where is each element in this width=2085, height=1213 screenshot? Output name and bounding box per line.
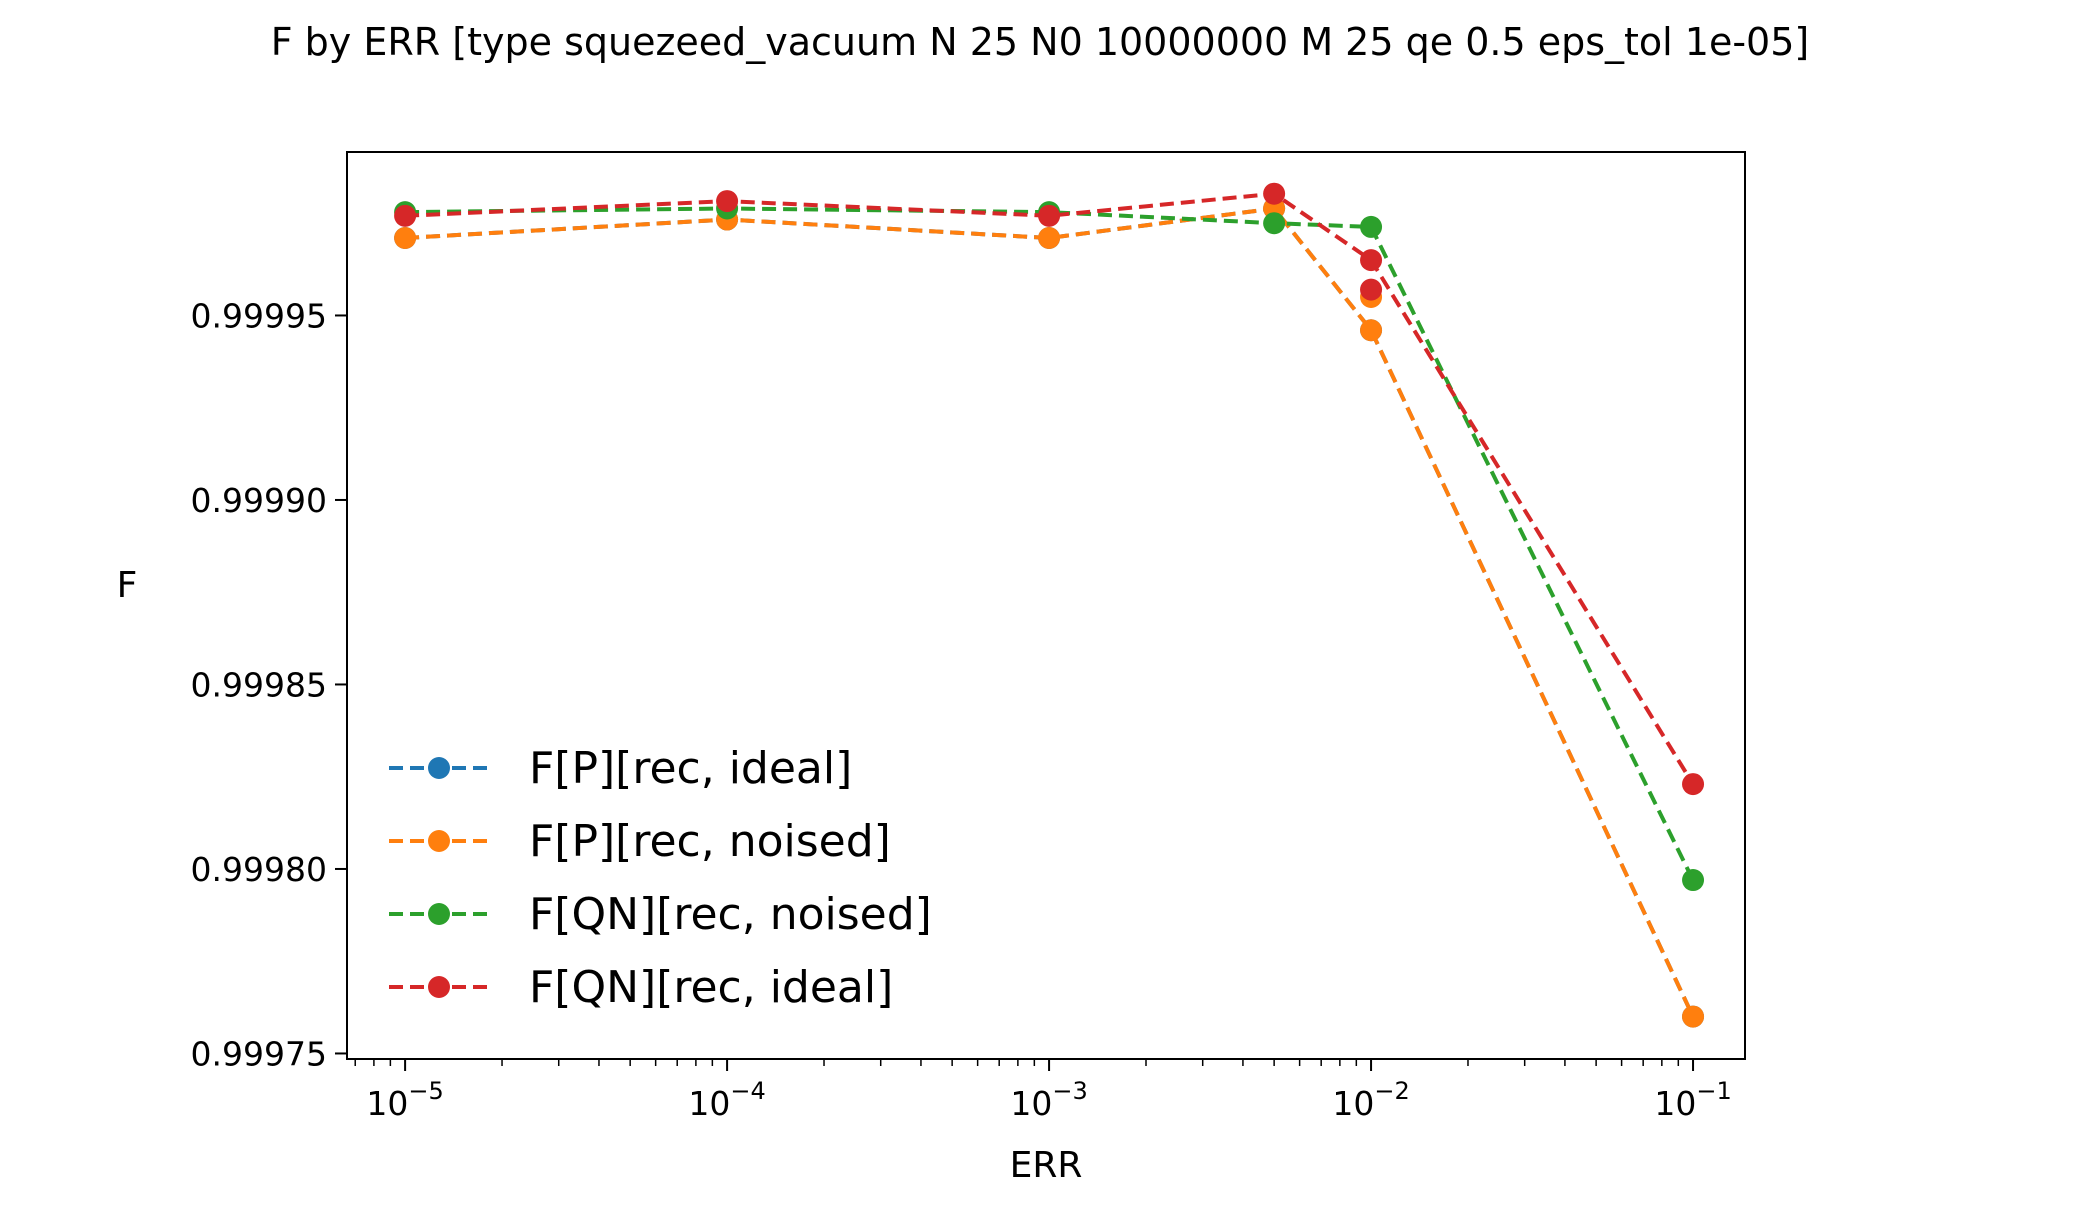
legend-marker (428, 757, 450, 779)
y-tick-label: 0.99995 (191, 296, 327, 335)
x-tick-label: 10−1 (1654, 1077, 1731, 1123)
plot-frame (346, 151, 1746, 1060)
y-axis-label: F (117, 565, 138, 606)
legend-marker (428, 976, 450, 998)
series-line (404, 206, 1695, 1018)
plot-area (347, 152, 1745, 1059)
data-point (1682, 1005, 1705, 1028)
legend: F[P][rec, ideal] F[P][rec, noised] F[QN][r… (389, 743, 932, 1013)
x-tick-label: 10−5 (366, 1077, 443, 1123)
data-point (394, 226, 417, 249)
legend-marker (428, 830, 450, 852)
data-point (716, 190, 739, 213)
data-point (1360, 278, 1383, 301)
x-tick-label: 10−2 (1332, 1077, 1409, 1123)
series-layer (394, 182, 1705, 1028)
data-point (1038, 226, 1061, 249)
x-axis: 10−5 10−4 10−3 10−2 10−1 (366, 1059, 1732, 1123)
x-minor-ticks (354, 1059, 1680, 1066)
data-point (1360, 249, 1383, 272)
data-point (1360, 319, 1383, 342)
legend-label: F[P][rec, ideal] (529, 743, 852, 794)
data-point (1682, 773, 1705, 796)
chart-title: F by ERR [type squezeed_vacuum N 25 N0 1… (271, 20, 1809, 64)
data-point (1263, 182, 1286, 205)
data-point (1360, 215, 1383, 238)
x-tick-label: 10−3 (1010, 1077, 1087, 1123)
series-line (405, 191, 1695, 786)
y-tick-label: 0.99985 (191, 665, 327, 704)
data-point (1682, 869, 1705, 892)
y-tick-label: 0.99990 (191, 481, 327, 520)
x-tick-label: 10−4 (688, 1077, 765, 1123)
data-point (1263, 212, 1286, 235)
data-point (394, 204, 417, 227)
y-tick-label: 0.99980 (191, 850, 327, 889)
legend-label: F[QN][rec, noised] (529, 889, 932, 940)
series-line (405, 206, 1695, 881)
legend-marker (428, 903, 450, 925)
legend-label: F[QN][rec, ideal] (529, 962, 893, 1013)
legend-label: F[P][rec, noised] (529, 816, 891, 867)
x-axis-label: ERR (1010, 1145, 1083, 1186)
y-axis: 0.99975 0.99980 0.99985 0.99990 0.99995 (191, 296, 347, 1073)
data-point (1038, 204, 1061, 227)
y-tick-label: 0.99975 (191, 1034, 327, 1073)
